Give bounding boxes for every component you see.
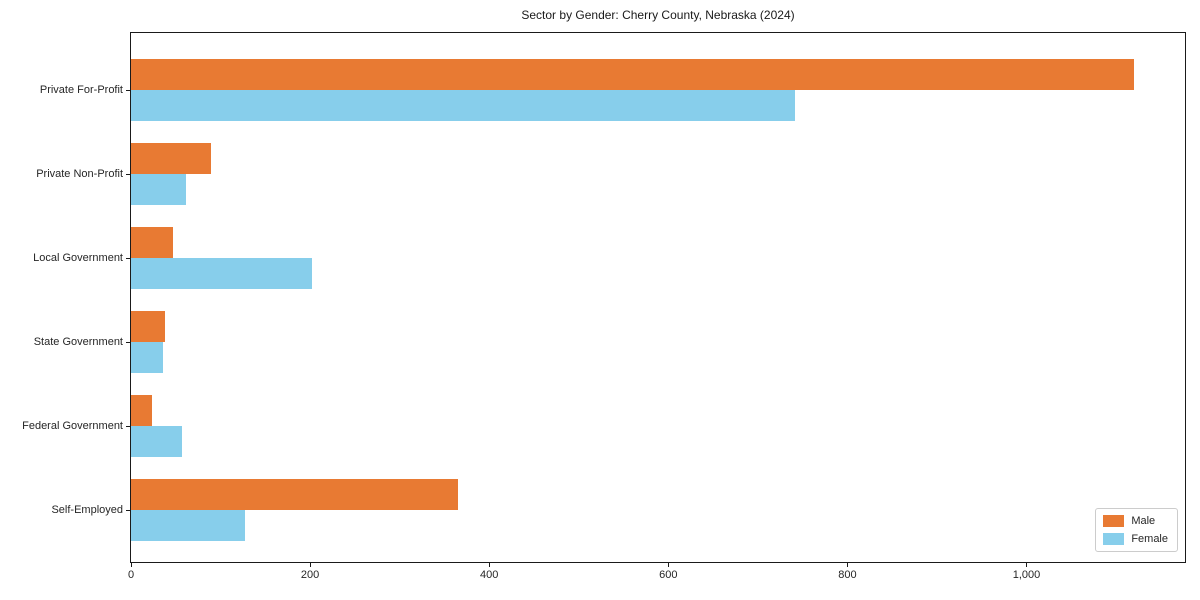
legend-label-male: Male	[1131, 515, 1156, 527]
bar-female-state-government	[131, 342, 164, 373]
y-tick-mark-private-for-profit	[126, 90, 130, 91]
y-tick-mark-private-non-profit	[126, 174, 130, 175]
y-tick-mark-local-government	[126, 258, 130, 259]
x-tick-label-1000: 1,000	[1012, 569, 1041, 581]
y-tick-label-self-employed: Self-Employed	[51, 504, 123, 516]
bar-male-private-for-profit	[131, 59, 1134, 90]
x-tick-label-200: 200	[300, 569, 320, 581]
x-tick-mark-600	[668, 563, 670, 567]
x-tick-label-0: 0	[127, 569, 135, 581]
x-tick-label-600: 600	[659, 569, 678, 581]
bar-female-private-for-profit	[131, 90, 796, 121]
x-tick-mark-400	[489, 563, 491, 567]
y-tick-label-local-government: Local Government	[33, 252, 123, 264]
x-tick-mark-1000	[1026, 563, 1028, 567]
x-tick-label-800: 800	[838, 569, 857, 581]
legend-item-male: Male	[1103, 515, 1168, 527]
y-tick-label-private-for-profit: Private For-Profit	[39, 84, 123, 96]
female-swatch-icon	[1103, 533, 1125, 545]
plot-area: Private For-Profit Private Non-Profit Loca…	[22, 32, 1186, 581]
bar-female-local-government	[131, 258, 312, 289]
bar-female-self-employed	[131, 510, 245, 541]
y-tick-label-private-non-profit: Private Non-Profit	[36, 168, 123, 180]
legend: Male Female	[1095, 508, 1178, 552]
bar-male-local-government	[131, 227, 174, 258]
x-tick-label-400: 400	[480, 569, 499, 581]
x-tick-mark-800	[847, 563, 849, 567]
y-tick-label-state-government: State Government	[33, 336, 123, 348]
male-swatch-icon	[1103, 515, 1125, 527]
bar-male-state-government	[131, 311, 166, 342]
bar-female-private-non-profit	[131, 174, 186, 205]
x-tick-mark-0	[131, 563, 132, 567]
legend-label-female: Female	[1131, 533, 1168, 545]
chart-title: Sector by Gender: Cherry County, Nebrask…	[521, 8, 795, 22]
bar-male-federal-government	[131, 395, 153, 426]
bar-male-private-non-profit	[131, 143, 211, 174]
y-tick-label-federal-government: Federal Government	[22, 420, 123, 432]
bar-male-self-employed	[131, 479, 458, 510]
y-tick-mark-state-government	[126, 342, 130, 343]
bar-female-federal-government	[131, 426, 183, 457]
y-tick-mark-federal-government	[126, 426, 130, 427]
x-tick-mark-200	[310, 563, 312, 567]
legend-item-female: Female	[1103, 533, 1168, 545]
y-tick-mark-self-employed	[126, 510, 130, 511]
